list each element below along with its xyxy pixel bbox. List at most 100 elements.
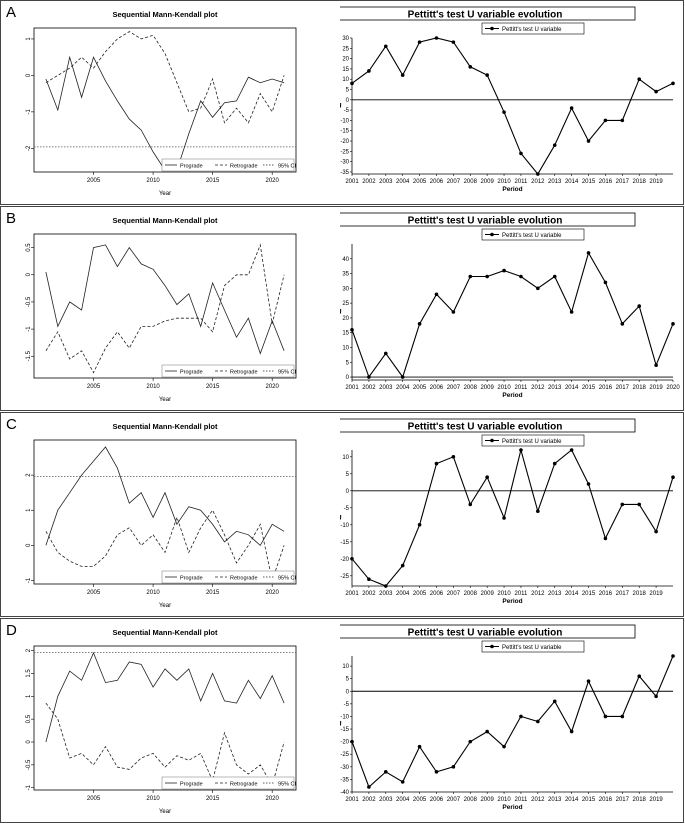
legend-box [481, 228, 585, 241]
x-tick-label: 2005 [413, 385, 427, 391]
data-point [620, 322, 625, 326]
y-tick-label: 1.5 [26, 669, 32, 678]
chart-title: Sequential Mann-Kendall plot [112, 628, 218, 637]
x-tick-label: 2019 [649, 179, 663, 185]
legend-label: 95% CI [278, 782, 297, 788]
data-point [468, 739, 473, 744]
x-tick-label: 2017 [616, 179, 630, 185]
y-tick-label: -5 [344, 702, 350, 708]
x-tick-label: 2004 [396, 179, 410, 185]
data-point [434, 36, 439, 40]
x-tick-label: 2012 [531, 385, 545, 391]
data-point [468, 502, 473, 507]
y-axis-label: U [340, 515, 342, 522]
data-point [586, 679, 591, 683]
y-tick-label: -35 [340, 777, 349, 783]
pettitt-chart: Pettitt's test U variable evolution Petti… [340, 212, 680, 399]
legend-label: Retrograde [230, 782, 258, 788]
panel-label: C [6, 416, 17, 433]
y-tick-label: -20 [340, 557, 349, 563]
title-box [340, 624, 636, 639]
x-tick-label: 2009 [480, 797, 494, 803]
x-tick-label: 2019 [649, 385, 663, 391]
data-point [671, 475, 675, 479]
y-tick-label: -30 [340, 765, 349, 771]
x-axis-label: Year [159, 191, 171, 197]
y-tick-label: -0.5 [26, 759, 32, 770]
y-tick-label: -25 [340, 752, 349, 758]
panel-label: A [6, 4, 17, 21]
data-point [552, 461, 557, 466]
x-tick-label: 2014 [565, 179, 579, 185]
x-tick-label: 2013 [548, 385, 562, 391]
x-tick-label: 2011 [514, 385, 528, 391]
y-tick-label: -20 [340, 139, 349, 145]
legend-label: Pettitt's test U variable [502, 645, 562, 651]
data-point [400, 563, 405, 568]
legend-box [481, 22, 585, 35]
data-point [417, 40, 422, 44]
y-tick-label: 1 [26, 37, 32, 41]
data-point [671, 322, 675, 326]
data-point [367, 69, 371, 73]
data-point [383, 44, 388, 49]
data-point [400, 375, 405, 379]
legend-marker [490, 26, 494, 31]
legend-marker [490, 438, 494, 443]
x-tick-label: 2013 [548, 179, 562, 185]
legend-label: Retrograde [230, 370, 258, 376]
x-tick-label: 2015 [582, 591, 596, 597]
x-axis-label: Period [502, 598, 522, 605]
data-point [350, 557, 354, 561]
series-retrograde [45, 509, 285, 583]
y-tick-label: 35 [342, 272, 349, 278]
legend-box [161, 364, 295, 378]
panel-c: C Sequential Mann-Kendall plot -1 0 1 2 2005 2… [0, 412, 685, 618]
plot-frame [33, 645, 297, 791]
y-tick-label: -1 [26, 326, 32, 332]
x-tick-label: 2016 [599, 385, 613, 391]
x-tick-label: 2016 [599, 179, 613, 185]
y-tick-label: -40 [340, 790, 349, 796]
pettitt-chart: Pettitt's test U variable evolution Petti… [340, 624, 675, 811]
x-tick-label: 2001 [345, 591, 359, 597]
y-tick-label: -20 [340, 740, 349, 746]
x-tick-label: 2010 [497, 797, 511, 803]
x-tick-label: 2008 [464, 385, 478, 391]
series-line [351, 655, 674, 788]
data-point [654, 89, 658, 94]
x-tick-label: 2003 [379, 179, 393, 185]
data-point [519, 151, 523, 156]
series-line [351, 447, 674, 587]
legend-label: Retrograde [230, 164, 258, 170]
legend-label: 95% CI [278, 370, 297, 376]
x-tick-label: 2019 [649, 797, 663, 803]
x-tick-label: 2012 [531, 797, 545, 803]
y-tick-label: -1 [26, 109, 32, 115]
x-tick-label: 2005 [87, 590, 101, 596]
chart-title: Sequential Mann-Kendall plot [112, 422, 218, 431]
x-axis-label: Year [159, 809, 171, 815]
data-point [519, 714, 523, 719]
y-tick-label: 10 [342, 77, 349, 83]
y-tick-label: -1 [26, 784, 32, 790]
data-point [468, 65, 473, 69]
y-tick-label: -15 [340, 540, 349, 546]
x-tick-label: 2005 [87, 178, 101, 184]
data-point [654, 694, 658, 699]
x-tick-label: 2007 [447, 179, 461, 185]
x-tick-label: 2009 [480, 179, 494, 185]
x-tick-label: 2003 [379, 591, 393, 597]
data-point [569, 729, 574, 734]
x-tick-label: 2015 [206, 178, 220, 184]
x-tick-label: 2020 [266, 384, 280, 390]
y-tick-label: 40 [342, 257, 349, 263]
y-tick-label: -5 [344, 506, 350, 512]
data-point [485, 729, 489, 734]
data-point [367, 577, 371, 581]
x-tick-label: 2018 [633, 591, 647, 597]
x-tick-label: 2018 [633, 385, 647, 391]
x-tick-label: 2004 [396, 797, 410, 803]
y-tick-label: 0 [346, 98, 350, 104]
data-point [434, 292, 439, 297]
